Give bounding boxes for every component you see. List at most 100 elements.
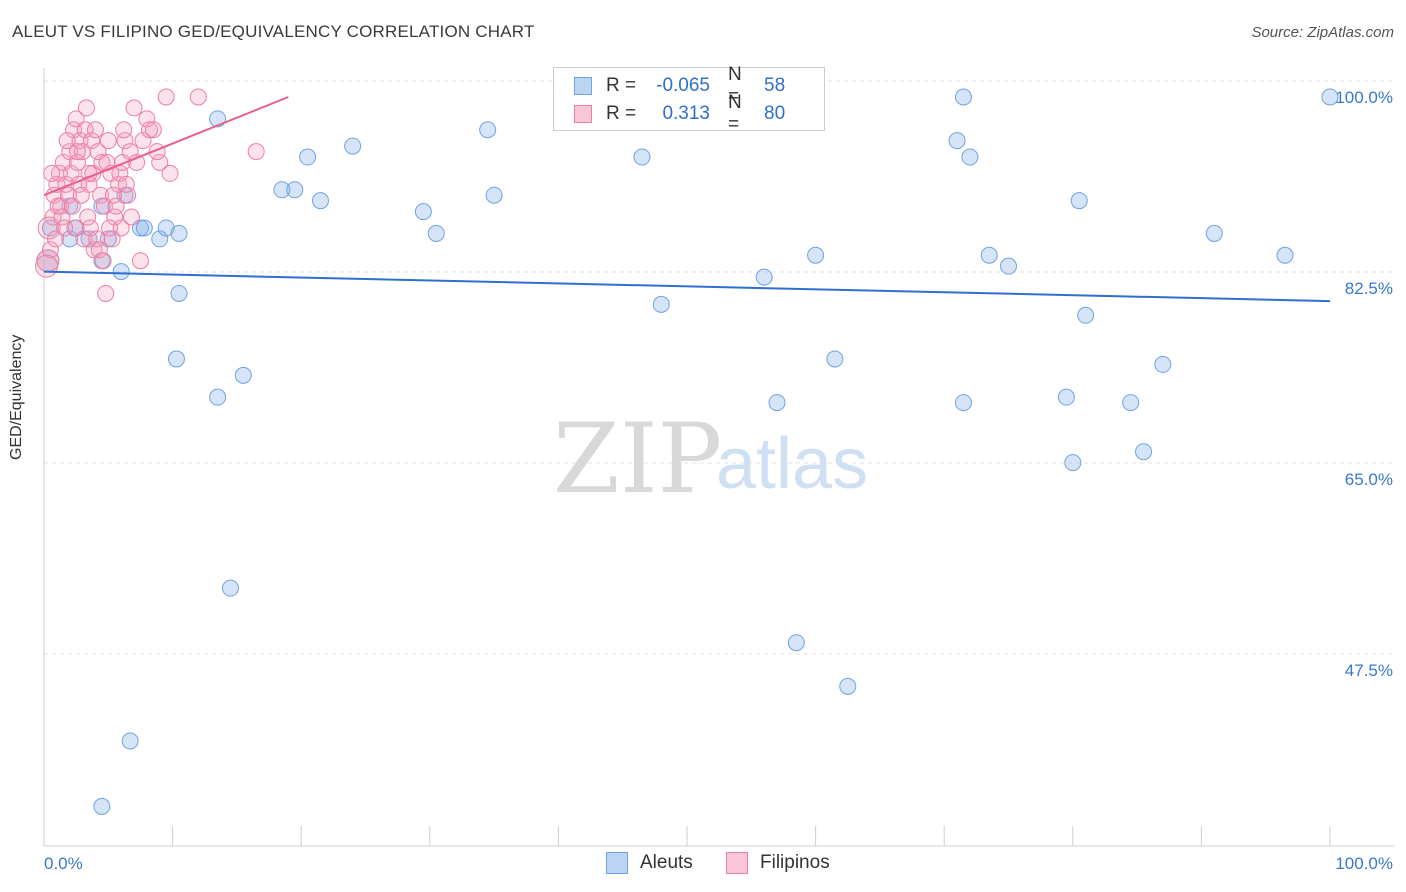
filipinos-point [89, 143, 107, 161]
filipinos-point [81, 219, 99, 237]
watermark-atlas: atlas [716, 424, 868, 504]
aleuts-point [839, 677, 857, 695]
filipinos-point [53, 208, 71, 226]
filipinos-point [59, 186, 77, 204]
aleuts-point [273, 181, 291, 199]
aleuts-point [485, 186, 503, 204]
aleuts-point [807, 246, 825, 264]
aleuts-point [209, 388, 227, 406]
aleuts-point [121, 732, 139, 750]
legend-item-aleuts[interactable]: Aleuts [606, 852, 693, 874]
watermark: ZIP atlas [553, 403, 868, 515]
filipinos-point [140, 121, 158, 139]
r-label: R = [606, 103, 637, 124]
legend-row-filipinos: R = 0.313 N = 80 [574, 92, 786, 135]
legend-row-aleuts: R = -0.065 N = 58 [574, 64, 786, 107]
filipinos-point [125, 99, 143, 117]
filipinos-point [71, 132, 89, 150]
filipinos-point [47, 230, 65, 248]
aleuts-point [1135, 443, 1153, 461]
aleuts-point [948, 132, 966, 150]
filipinos-point [101, 219, 119, 237]
aleuts-point [234, 366, 252, 384]
filipinos-point [37, 216, 61, 240]
r-value: -0.065 [656, 75, 710, 96]
r-value: 0.313 [662, 103, 710, 124]
aleuts-point [299, 148, 317, 166]
y-tick-label: 82.5% [1345, 279, 1393, 298]
filipinos-point [58, 132, 76, 150]
filipinos-point [134, 132, 152, 150]
filipinos-point [75, 230, 93, 248]
aleuts-point [1205, 224, 1223, 242]
filipinos-point [41, 241, 59, 259]
trend-lines [43, 96, 1331, 303]
filipinos-point [43, 164, 61, 182]
aleuts-legend-label: Aleuts [640, 852, 693, 873]
aleuts-point [41, 219, 59, 237]
filipinos-point [93, 153, 111, 171]
filipinos-point [67, 110, 85, 128]
filipinos-point [35, 254, 59, 278]
aleuts-trend-line [43, 270, 1331, 303]
filipinos-point [92, 186, 110, 204]
aleuts-point [1122, 394, 1140, 412]
filipinos-point [72, 186, 90, 204]
filipinos-point [107, 197, 125, 215]
aleuts-point [170, 224, 188, 242]
x-tick-label-min: 0.0% [44, 854, 83, 873]
aleuts-point [1000, 257, 1017, 275]
filipinos-point [66, 219, 84, 237]
filipinos-point [63, 197, 81, 215]
aleuts-point [954, 88, 972, 106]
filipinos-point [86, 121, 104, 139]
aleuts-point [1276, 246, 1294, 264]
aleuts-point [61, 230, 79, 248]
filipinos-point [76, 121, 94, 139]
aleuts-point [755, 268, 773, 286]
legend-item-filipinos[interactable]: Filipinos [726, 852, 830, 874]
filipinos-point [115, 121, 133, 139]
aleuts-point [286, 181, 304, 199]
aleuts-point [1321, 88, 1339, 106]
n-value: 58 [764, 75, 786, 96]
filipinos-point [112, 219, 130, 237]
n-value: 80 [764, 103, 786, 124]
tick-labels: 100.0% 82.5% 65.0% 47.5% 0.0% 100.0% [44, 88, 1393, 873]
n-label: N = [728, 64, 742, 107]
filipinos-point [68, 143, 86, 161]
chart-title: ALEUT VS FILIPINO GED/EQUIVALENCY CORREL… [12, 22, 535, 41]
filipinos-point [77, 99, 95, 117]
filipinos-legend-label: Filipinos [760, 852, 830, 873]
filipinos-point [83, 132, 101, 150]
filipinos-point [104, 186, 122, 204]
filipinos-point [157, 88, 175, 106]
filipinos-point [94, 252, 112, 270]
filipinos-point [88, 230, 106, 248]
aleuts-point [633, 148, 651, 166]
aleuts-point [1070, 192, 1088, 210]
filipinos-point [138, 110, 156, 128]
filipinos-point [65, 121, 83, 139]
filipinos-point [128, 153, 146, 171]
aleuts-point [479, 121, 497, 139]
filipinos-point [131, 252, 149, 270]
y-tick-label: 47.5% [1345, 661, 1393, 680]
r-label: R = [606, 75, 637, 96]
y-tick-label: 65.0% [1345, 470, 1393, 489]
filipinos-point [247, 143, 265, 161]
filipinos-legend-swatch [726, 852, 748, 874]
filipinos-point [161, 164, 179, 182]
y-tick-label: 100.0% [1335, 88, 1393, 107]
aleuts-point [157, 219, 175, 237]
aleuts-legend-swatch [606, 852, 628, 874]
aleuts-point [980, 246, 998, 264]
aleuts-point [1064, 454, 1082, 472]
filipinos-point [74, 143, 92, 161]
aleuts-point [1057, 388, 1075, 406]
aleuts-point [135, 219, 153, 237]
aleuts-point [131, 219, 149, 237]
aleuts-point [221, 579, 239, 597]
aleuts-point [344, 137, 362, 155]
aleuts-point [99, 230, 117, 248]
